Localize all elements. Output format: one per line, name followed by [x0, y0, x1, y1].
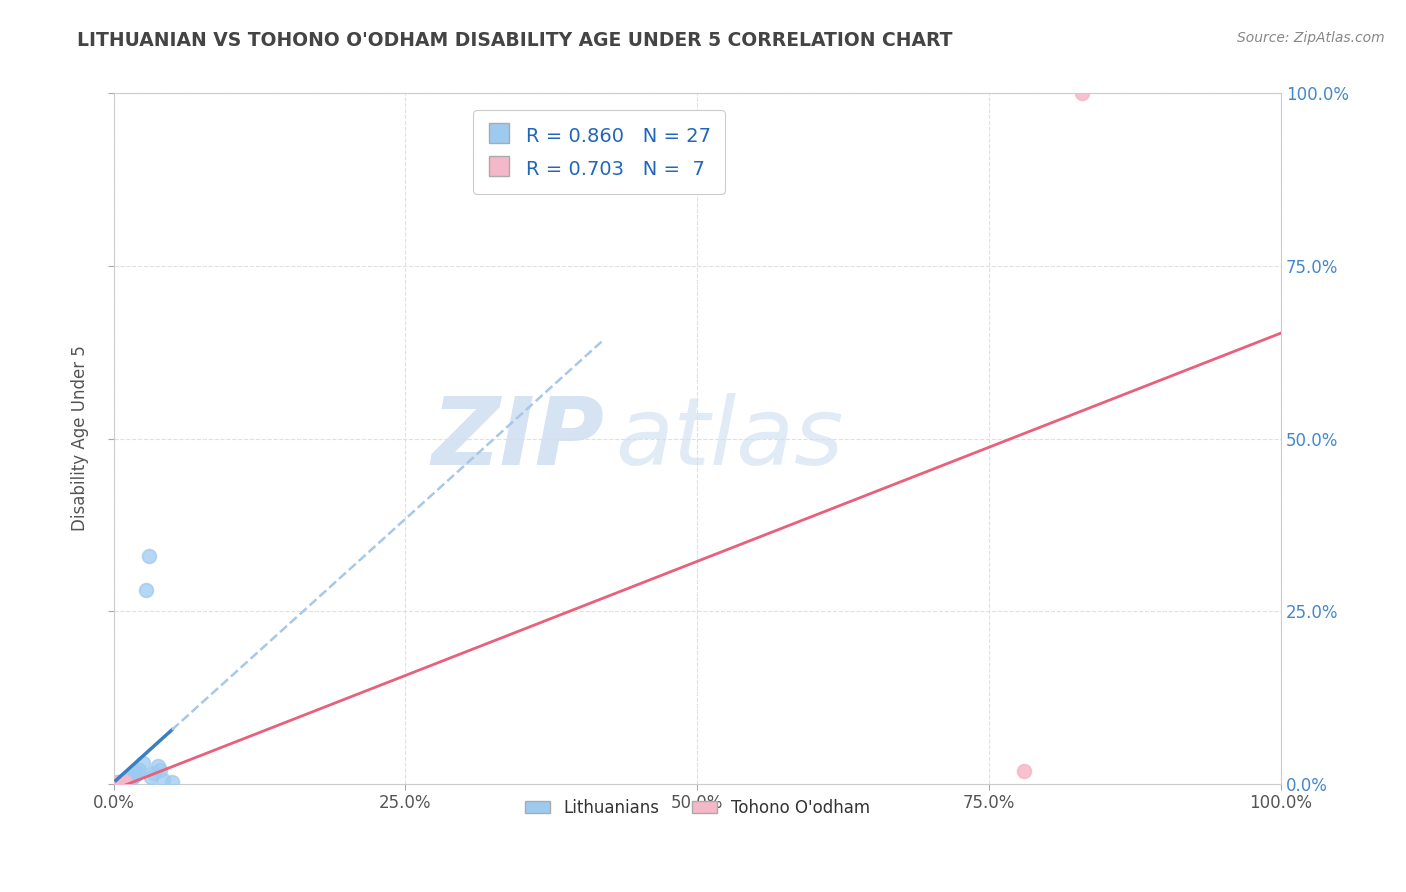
- Point: [111, 774, 134, 789]
- Legend: Lithuanians, Tohono O'odham: Lithuanians, Tohono O'odham: [517, 792, 876, 823]
- Point: [111, 775, 134, 789]
- Point: [110, 776, 132, 790]
- Point: [125, 766, 148, 780]
- Point: [135, 583, 157, 598]
- Y-axis label: Disability Age Under 5: Disability Age Under 5: [72, 345, 89, 532]
- Point: [104, 776, 127, 790]
- Point: [107, 775, 129, 789]
- Point: [115, 773, 138, 788]
- Point: [138, 549, 160, 563]
- Text: atlas: atlas: [616, 393, 844, 484]
- Point: [152, 773, 174, 788]
- Point: [112, 774, 135, 789]
- Point: [124, 768, 146, 782]
- Point: [146, 759, 169, 773]
- Point: [107, 776, 129, 790]
- Point: [108, 775, 131, 789]
- Point: [118, 771, 141, 785]
- Point: [111, 774, 134, 789]
- Point: [118, 772, 141, 786]
- Point: [110, 774, 132, 789]
- Point: [121, 771, 143, 785]
- Point: [132, 756, 155, 770]
- Point: [104, 776, 127, 790]
- Point: [114, 775, 136, 789]
- Point: [117, 772, 139, 787]
- Point: [114, 773, 136, 788]
- Point: [139, 770, 162, 784]
- Text: LITHUANIAN VS TOHONO O'ODHAM DISABILITY AGE UNDER 5 CORRELATION CHART: LITHUANIAN VS TOHONO O'ODHAM DISABILITY …: [77, 31, 953, 50]
- Point: [1012, 764, 1035, 779]
- Text: ZIP: ZIP: [432, 392, 603, 484]
- Point: [120, 770, 142, 784]
- Text: Source: ZipAtlas.com: Source: ZipAtlas.com: [1237, 31, 1385, 45]
- Point: [160, 775, 183, 789]
- Point: [105, 776, 128, 790]
- Point: [128, 763, 150, 777]
- Point: [149, 763, 172, 777]
- Point: [143, 766, 166, 780]
- Point: [1071, 87, 1094, 101]
